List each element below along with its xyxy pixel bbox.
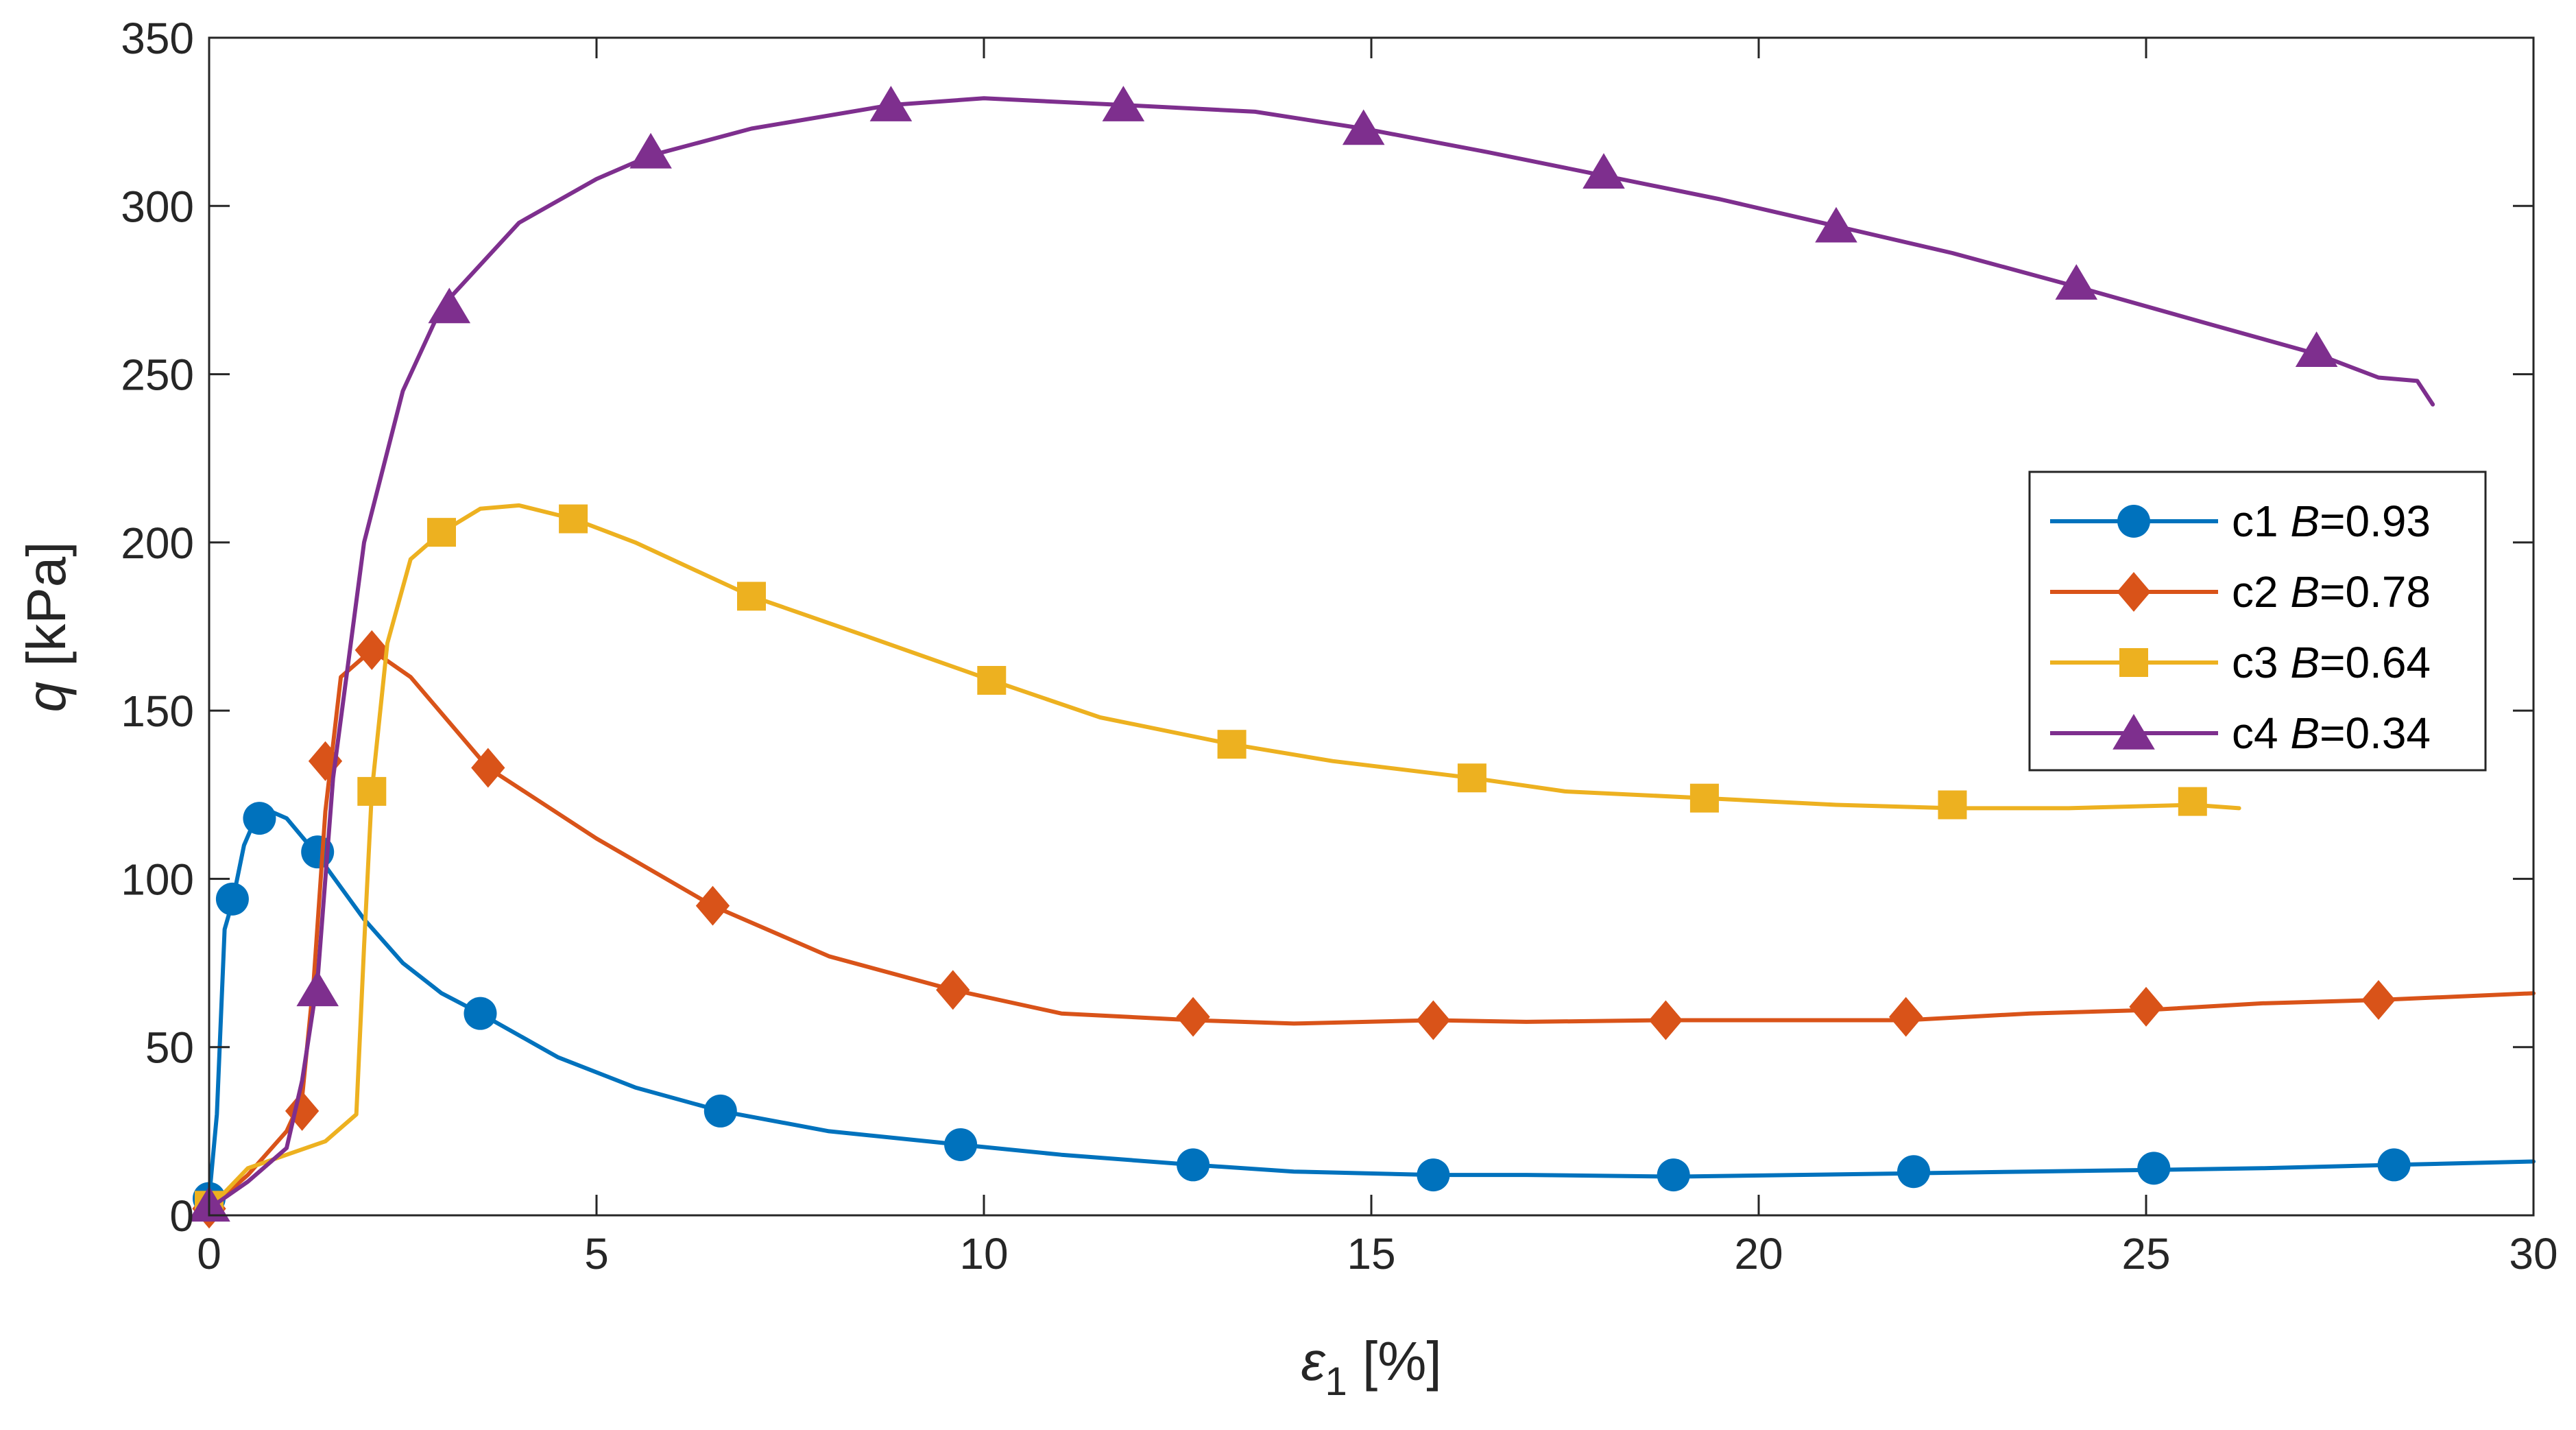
data-point-c1 [2137, 1152, 2171, 1185]
series-line-c3 [207, 503, 2241, 1211]
data-point-c1 [464, 997, 497, 1030]
legend-entry-c2: c2 B=0.78 [2050, 567, 2431, 617]
data-point-c3 [977, 665, 1007, 695]
data-point-c4 [629, 132, 672, 169]
data-point-c1 [944, 1128, 978, 1161]
data-point-c2 [471, 748, 505, 788]
legend-marker-c4 [2112, 714, 2155, 750]
data-point-c3 [357, 776, 387, 806]
data-point-c2 [1416, 1000, 1451, 1040]
data-point-c3 [559, 504, 588, 534]
legend-label-c3: c3 B=0.64 [2232, 638, 2431, 687]
y-tick-label: 300 [121, 182, 194, 231]
data-point-c1 [1417, 1158, 1450, 1192]
legend-series-name: c4 [2232, 708, 2290, 758]
series-line-c4 [207, 96, 2435, 1211]
data-point-c3 [737, 582, 766, 611]
legend-series-name: c2 [2232, 567, 2290, 617]
legend-param-symbol: B [2290, 567, 2320, 617]
y-axis-unit: [kPa] [16, 541, 77, 682]
x-tick-label: 10 [959, 1229, 1008, 1278]
data-point-c1 [2377, 1148, 2411, 1182]
legend-marker-c1 [2117, 505, 2150, 538]
legend-label-c4: c4 B=0.34 [2232, 708, 2431, 758]
data-point-c4 [1102, 86, 1145, 121]
series-layer [188, 86, 2536, 1229]
data-point-c4 [1342, 109, 1385, 145]
data-point-c4 [2295, 331, 2338, 368]
legend-entry-c4: c4 B=0.34 [2050, 708, 2431, 758]
data-point-c1 [1177, 1148, 1210, 1182]
y-tick-label: 250 [121, 350, 194, 400]
data-point-c2 [1176, 997, 1210, 1037]
legend-series-name: c1 [2232, 497, 2290, 546]
data-point-c4 [428, 287, 471, 324]
x-axis-unit: [%] [1347, 1331, 1442, 1392]
data-point-c2 [2361, 980, 2396, 1021]
legend-param-symbol: B [2290, 708, 2320, 758]
legend-label-c1: c1 B=0.93 [2232, 497, 2431, 546]
legend-marker-c3 [2119, 648, 2148, 677]
data-point-c3 [1217, 730, 1247, 759]
y-axis-title: q [kPa] [16, 541, 77, 712]
data-point-c4 [1582, 153, 1625, 189]
data-point-c2 [1889, 997, 1923, 1037]
x-tick-label: 30 [2509, 1229, 2557, 1278]
y-tick-label: 0 [169, 1191, 194, 1241]
legend-series-name: c3 [2232, 638, 2290, 687]
data-point-c2 [2129, 986, 2163, 1027]
data-point-c2 [308, 741, 343, 781]
legend-entry-c3: c3 B=0.64 [2050, 638, 2431, 687]
x-tick-label: 5 [584, 1229, 609, 1278]
data-point-c3 [2178, 787, 2207, 816]
legend-param-value: =0.64 [2320, 638, 2431, 687]
series-c3 [195, 503, 2241, 1220]
y-tick-label: 100 [121, 855, 194, 904]
x-axis-symbol: ε [1301, 1331, 1326, 1392]
legend-param-value: =0.93 [2320, 497, 2431, 546]
y-tick-label: 150 [121, 687, 194, 736]
data-point-c3 [1938, 790, 1967, 820]
data-point-c3 [427, 518, 456, 547]
data-point-c2 [354, 630, 389, 670]
x-axis-subscript: 1 [1325, 1359, 1347, 1404]
data-point-c2 [695, 885, 730, 926]
x-axis-title: ε1 [%] [1301, 1331, 1441, 1404]
y-axis-symbol: q [16, 682, 77, 713]
y-tick-label: 350 [121, 14, 194, 63]
data-point-c3 [1457, 763, 1486, 793]
x-tick-label: 20 [1734, 1229, 1783, 1278]
data-point-c1 [215, 882, 249, 916]
data-point-c2 [936, 970, 970, 1010]
y-tick-label: 50 [145, 1023, 194, 1073]
x-tick-label: 25 [2121, 1229, 2170, 1278]
legend-param-value: =0.78 [2320, 567, 2431, 617]
legend-marker-c2 [2117, 572, 2151, 612]
data-point-c4 [296, 970, 339, 1007]
data-point-c3 [1689, 783, 1719, 813]
data-point-c1 [243, 802, 276, 835]
data-point-c1 [703, 1094, 737, 1128]
data-point-c4 [2055, 264, 2098, 300]
data-point-c2 [1648, 1000, 1683, 1040]
legend-entry-c1: c1 B=0.93 [2050, 497, 2431, 546]
legend-label-c2: c2 B=0.78 [2232, 567, 2431, 617]
data-point-c1 [1657, 1158, 1690, 1192]
x-tick-label: 0 [197, 1229, 221, 1278]
series-c2 [192, 630, 2536, 1229]
legend-param-symbol: B [2290, 638, 2320, 687]
data-point-c4 [1815, 206, 1857, 243]
legend-param-symbol: B [2290, 497, 2320, 546]
x-tick-label: 15 [1347, 1229, 1395, 1278]
data-point-c1 [1897, 1155, 1930, 1189]
data-point-c4 [869, 86, 913, 121]
y-tick-label: 200 [121, 519, 194, 568]
legend-param-value: =0.34 [2320, 708, 2431, 758]
